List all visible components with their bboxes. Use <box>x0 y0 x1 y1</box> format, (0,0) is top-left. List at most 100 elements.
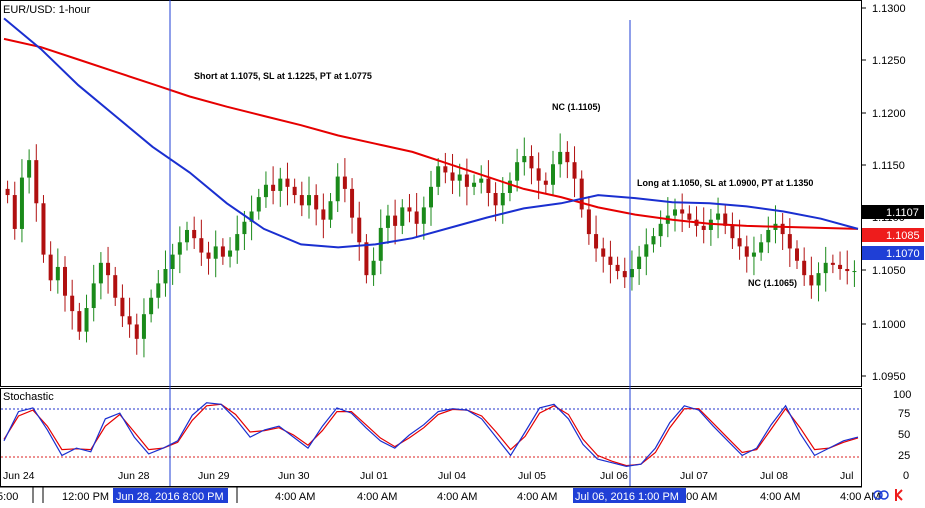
chart-title: EUR/USD: 1-hour <box>3 4 91 16</box>
price-tick: 1.1050 <box>872 265 906 277</box>
candle-body <box>192 229 197 239</box>
candle-body <box>586 209 591 235</box>
candle-body <box>385 215 390 228</box>
svg-text:1.1107: 1.1107 <box>886 207 919 219</box>
price-tick: 1.1200 <box>872 108 906 120</box>
candle-body <box>751 252 756 257</box>
price-tick: 1.1150 <box>872 160 905 172</box>
candle-body <box>658 223 663 237</box>
candle-body <box>314 195 319 210</box>
date-label: Jul 05 <box>518 470 546 482</box>
candle-body <box>737 238 742 247</box>
candle-body <box>271 184 276 191</box>
time-label: 4:00 AM <box>437 491 477 503</box>
date-label: Jun 24 <box>3 470 35 482</box>
candle-body <box>543 180 548 185</box>
svg-text:1.1085: 1.1085 <box>886 230 920 242</box>
candle-body <box>852 271 857 273</box>
candle-body <box>594 234 599 249</box>
candle-body <box>170 254 175 269</box>
candle-body <box>723 213 728 226</box>
ma-slow-line <box>3 37 859 230</box>
candle-body <box>113 275 118 298</box>
candle-body <box>5 188 10 196</box>
annotation-short: Short at 1.1075, SL at 1.1225, PT at 1.0… <box>194 71 372 81</box>
ma-slow-badge: 1.1085 <box>862 228 924 242</box>
candle-body <box>629 269 634 278</box>
candle-body <box>421 207 426 224</box>
candle-body <box>802 260 807 276</box>
candle-body <box>464 174 469 187</box>
candle-body <box>400 207 405 226</box>
candle-body <box>141 314 146 339</box>
scroll-to-end-icon[interactable] <box>895 489 903 501</box>
date-axis: Jun 24 Jun 28 Jun 29 Jun 30 Jul 01 Jul 0… <box>3 470 853 482</box>
candle-body <box>744 246 749 257</box>
date-label: Jul 04 <box>438 470 466 482</box>
candle-body <box>486 178 491 193</box>
candle-body <box>299 195 304 206</box>
candle-body <box>357 217 362 243</box>
candle-body <box>823 262 828 274</box>
candle-body <box>307 195 311 206</box>
candle-body <box>701 225 706 230</box>
time-label: 4:00 AM <box>357 491 397 503</box>
candle-body <box>673 209 677 216</box>
candle-body <box>644 244 649 257</box>
candle-body <box>213 246 218 259</box>
candle-body <box>457 174 462 181</box>
time-label: 4:00 AM <box>677 491 717 503</box>
candle-body <box>292 186 297 196</box>
candle-body <box>622 271 627 278</box>
candle-body <box>156 283 161 298</box>
svg-text:1.1070: 1.1070 <box>886 248 920 260</box>
stoch-tick: 25 <box>898 450 910 462</box>
candle-body <box>321 209 326 220</box>
cursor-time-box-1: Jun 28, 2016 8:00 PM <box>113 488 228 503</box>
cursor-time-box-2: Jul 06, 2016 1:00 PM <box>573 488 686 503</box>
link-icon[interactable] <box>873 490 889 500</box>
stoch-tick: 75 <box>898 408 910 420</box>
candle-body <box>242 221 247 235</box>
candle-body <box>443 166 448 173</box>
date-label: Jul 08 <box>760 470 788 482</box>
candle-body <box>27 160 32 178</box>
time-label: 4:00 AM <box>517 491 557 503</box>
candle-body <box>199 238 204 253</box>
date-label: Jun 30 <box>278 470 310 482</box>
candle-body <box>127 316 132 325</box>
candle-body <box>780 223 785 235</box>
time-label: 4:00 AM <box>760 491 800 503</box>
stoch-tick: 0 <box>903 470 909 482</box>
date-label: Jun 29 <box>198 470 230 482</box>
candle-body <box>479 178 484 183</box>
candle-body <box>436 166 441 187</box>
candle-body <box>838 264 843 269</box>
candle-body <box>185 229 189 243</box>
candle-body <box>450 172 455 181</box>
stochastic-pane[interactable] <box>0 388 862 487</box>
time-label: 4:00 AM <box>840 491 880 503</box>
candle-body <box>177 242 182 255</box>
candle-body <box>249 211 254 222</box>
candle-body <box>529 156 534 169</box>
stoch-tick: 50 <box>898 429 910 441</box>
candle-body <box>680 209 685 214</box>
candle-body <box>328 201 333 220</box>
candle-body <box>48 254 53 281</box>
current-price-badge: 1.1107 <box>862 205 924 219</box>
candle-body <box>220 246 225 257</box>
stoch-d-line <box>3 403 859 467</box>
time-axis: 5:00 12:00 PM 4:00 AM 4:00 AM 4:00 AM 4:… <box>0 487 880 503</box>
candle-body <box>70 295 75 312</box>
candle-body <box>235 234 240 251</box>
candle-body <box>766 229 771 243</box>
candle-body <box>429 186 433 208</box>
ma-fast-badge: 1.1070 <box>862 246 924 260</box>
annotation-nc-2: NC (1.1065) <box>748 278 797 288</box>
candle-body <box>809 275 814 286</box>
candle-body <box>579 178 584 210</box>
candle-body <box>730 225 735 239</box>
candle-body <box>256 197 261 212</box>
